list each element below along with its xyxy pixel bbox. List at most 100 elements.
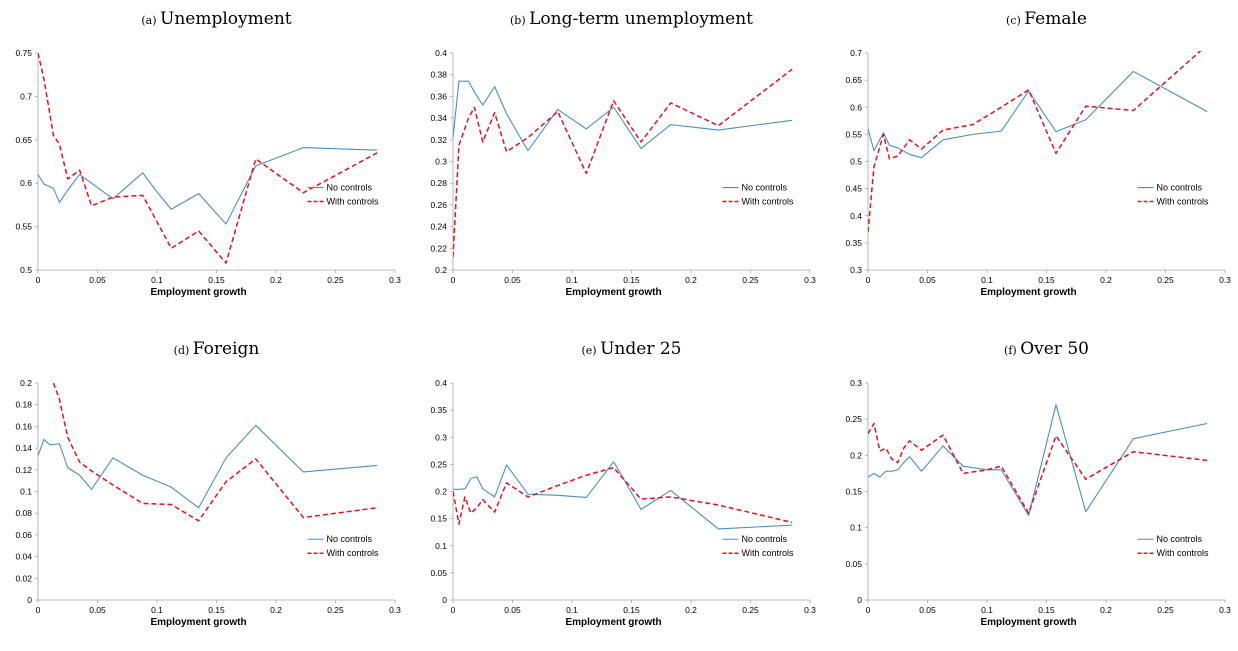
chart-panel-f: (f) Over 50 0 0.05 0.1 0.15 0.2 0.25 0.3 0 0.05 0.… (830, 330, 1238, 651)
y-tick-label: 0.05 (845, 559, 862, 569)
x-axis-label: Employment growth (150, 287, 246, 298)
y-tick-label: 0.24 (430, 222, 447, 232)
chart-panel-a: (a) Unemployment 0.5 0.55 0.6 0.65 0.7 0.75 0 0.… (0, 0, 410, 321)
x-tick-label: 0.3 (389, 605, 401, 615)
x-axis-label: Employment growth (565, 617, 661, 628)
y-tick-label: 0.32 (430, 135, 447, 145)
y-tick-label: 0.26 (430, 200, 447, 210)
chart-title-label: (a) (141, 14, 160, 27)
series-line-with-controls (453, 466, 793, 525)
y-tick-label: 0.18 (15, 400, 32, 410)
series-line-with-controls (868, 51, 1202, 233)
y-tick-label: 0.34 (430, 113, 447, 123)
y-tick-label: 0.65 (15, 135, 32, 145)
chart-title-text: Foreign (193, 339, 260, 359)
chart-panel-c: (c) Female 0.3 0.35 0.4 0.45 0.5 0.55 0.6 0.65 0.… (830, 0, 1238, 321)
series-line-with-controls (453, 68, 793, 258)
y-tick-label: 0.12 (15, 465, 32, 475)
y-tick-label: 0.1 (20, 487, 32, 497)
y-tick-label: 0.55 (15, 222, 32, 232)
y-tick-label: 0.3 (850, 378, 862, 388)
legend-label: No controls (327, 534, 373, 544)
series-line-with-controls (52, 382, 378, 522)
x-tick-label: 0.2 (270, 605, 282, 615)
y-tick-label: 0 (27, 595, 32, 605)
y-tick-label: 0.3 (435, 157, 447, 167)
y-tick-label: 0.2 (435, 265, 447, 275)
x-tick-label: 0.1 (981, 275, 993, 285)
y-tick-label: 0 (857, 595, 862, 605)
x-tick-label: 0.3 (1219, 275, 1231, 285)
y-tick-label: 0.2 (850, 450, 862, 460)
y-tick-label: 0.1 (435, 541, 447, 551)
legend-label: With controls (742, 197, 795, 207)
y-tick-label: 0.35 (845, 238, 862, 248)
y-tick-label: 0.16 (15, 421, 32, 431)
x-tick-label: 0 (36, 275, 41, 285)
legend-label: No controls (742, 183, 788, 193)
series-line-no-controls (38, 147, 378, 225)
chart-title: (a) Unemployment (141, 9, 291, 29)
chart-svg: (f) Over 50 0 0.05 0.1 0.15 0.2 0.25 0.3 0 0.05 0.… (845, 339, 1231, 628)
y-tick-label: 0.25 (430, 459, 447, 469)
x-tick-label: 0.1 (566, 605, 578, 615)
chart-title: (e) Under 25 (582, 339, 682, 359)
y-tick-label: 0.3 (850, 265, 862, 275)
legend-label: No controls (742, 534, 788, 544)
x-axis-label: Employment growth (150, 617, 246, 628)
chart-title-text: Over 50 (1020, 339, 1089, 359)
chart-title-label: (d) (174, 344, 193, 357)
chart-title: (b) Long-term unemployment (510, 9, 753, 29)
x-tick-label: 0 (866, 275, 871, 285)
chart-svg: (d) Foreign 0 0.02 0.04 0.06 0.08 0.1 0.12 0.14 0… (15, 339, 401, 628)
x-tick-label: 0.3 (804, 275, 816, 285)
x-tick-label: 0.3 (1219, 605, 1231, 615)
y-tick-label: 0.35 (430, 405, 447, 415)
x-tick-label: 0.2 (1100, 605, 1112, 615)
chart-title: (f) Over 50 (1004, 339, 1089, 359)
y-tick-label: 0.7 (20, 91, 32, 101)
y-tick-label: 0.08 (15, 508, 32, 518)
x-tick-label: 0.15 (1038, 605, 1055, 615)
x-tick-label: 0.15 (208, 275, 225, 285)
chart-title-label: (e) (582, 344, 601, 357)
y-tick-label: 0.25 (845, 414, 862, 424)
y-tick-label: 0.4 (435, 378, 447, 388)
x-tick-label: 0.05 (89, 275, 106, 285)
x-tick-label: 0.2 (270, 275, 282, 285)
legend-label: With controls (742, 548, 795, 558)
x-tick-label: 0.05 (919, 605, 936, 615)
x-axis-label: Employment growth (980, 287, 1076, 298)
chart-title-text: Female (1024, 9, 1087, 29)
chart-svg: (c) Female 0.3 0.35 0.4 0.45 0.5 0.55 0.6 0.65 0.… (845, 9, 1231, 298)
x-axis-label: Employment growth (980, 617, 1076, 628)
chart-svg: (a) Unemployment 0.5 0.55 0.6 0.65 0.7 0.75 0 0.… (15, 9, 401, 298)
chart-title: (c) Female (1006, 9, 1087, 29)
y-tick-label: 0.14 (15, 443, 32, 453)
x-tick-label: 0.25 (327, 275, 344, 285)
y-tick-label: 0.65 (845, 75, 862, 85)
y-tick-label: 0 (442, 595, 447, 605)
x-tick-label: 0.25 (1157, 275, 1174, 285)
y-tick-label: 0.5 (20, 265, 32, 275)
x-tick-label: 0.1 (566, 275, 578, 285)
x-tick-label: 0.05 (89, 605, 106, 615)
x-tick-label: 0 (451, 605, 456, 615)
x-tick-label: 0.3 (804, 605, 816, 615)
series-line-no-controls (38, 424, 378, 509)
x-tick-label: 0.1 (151, 275, 163, 285)
legend-label: With controls (327, 197, 380, 207)
y-tick-label: 0.05 (430, 568, 447, 578)
y-tick-label: 0.75 (15, 48, 32, 58)
x-tick-label: 0.1 (981, 605, 993, 615)
y-tick-label: 0.04 (15, 552, 32, 562)
legend-label: No controls (327, 183, 373, 193)
y-tick-label: 0.5 (850, 157, 862, 167)
legend-label: No controls (1157, 183, 1203, 193)
series-line-no-controls (453, 80, 793, 152)
y-tick-label: 0.22 (430, 243, 447, 253)
x-tick-label: 0.05 (504, 275, 521, 285)
y-tick-label: 0.15 (430, 514, 447, 524)
series-line-no-controls (453, 461, 793, 530)
x-tick-label: 0.25 (742, 605, 759, 615)
